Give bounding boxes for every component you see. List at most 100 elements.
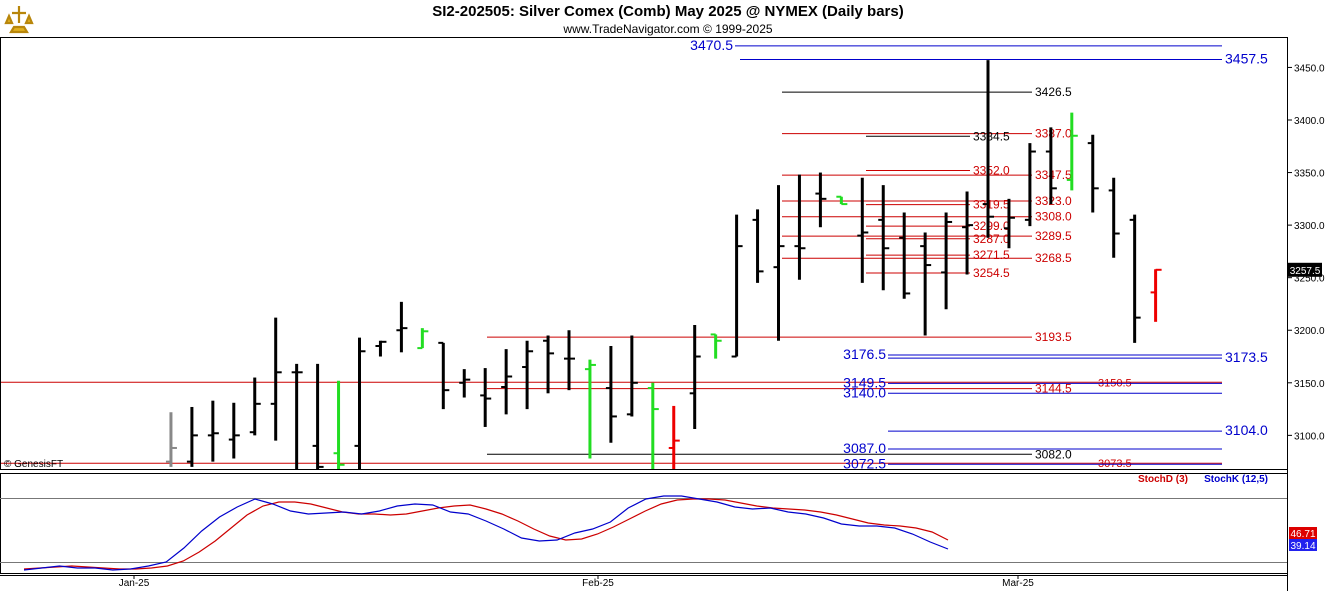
watermark-text: © GenesisFT xyxy=(4,459,63,470)
level-label: 3268.5 xyxy=(1035,251,1072,265)
level-label: 3352.0 xyxy=(973,163,1010,177)
stoch-last-values: 46.71 39.14 xyxy=(1289,527,1317,552)
y-tick-label: 3250.0 xyxy=(1294,274,1325,285)
x-tick-label: Mar-25 xyxy=(1002,578,1034,589)
chart-title: SI2-202505: Silver Comex (Comb) May 2025… xyxy=(432,3,904,20)
ohlc-bar xyxy=(962,191,974,275)
ohlc-bar xyxy=(522,340,534,410)
last-price-label: 3257.5 xyxy=(1290,266,1321,277)
ohlc-bar xyxy=(689,324,701,430)
ohlc-bar xyxy=(1003,198,1015,249)
level-label: 3426.5 xyxy=(1035,85,1072,99)
level-label: 3387.0 xyxy=(1035,127,1072,141)
stochastic-lines xyxy=(23,495,949,571)
y-tick-label: 3400.0 xyxy=(1294,116,1325,127)
level-label: 3384.5 xyxy=(973,129,1010,143)
y-tick-label: 3200.0 xyxy=(1294,326,1325,337)
level-label: 3144.5 xyxy=(1035,382,1072,396)
level-label: 3271.5 xyxy=(973,248,1010,262)
ohlc-bar xyxy=(1087,134,1099,213)
ohlc-bar xyxy=(501,349,513,415)
ohlc-bar xyxy=(983,60,994,238)
ohlc-bar xyxy=(794,174,806,280)
level-label: 3308.0 xyxy=(1035,210,1072,224)
level-label: 3470.5 xyxy=(690,37,733,53)
price-axis-labels: 3100.0 3150.0 3200.0 3250.0 3300.0 3350.0 3400… xyxy=(1287,63,1325,442)
level-label: 3287.0 xyxy=(973,232,1010,246)
ohlc-bar xyxy=(605,346,617,443)
ohlc-bar xyxy=(165,412,177,467)
ohlc-bar xyxy=(836,195,848,206)
level-lines: 3470.5 3457.5 3426.5 3387.0 3384.5 3352.0 3347… xyxy=(1,37,1268,471)
level-label: 3073.5 xyxy=(1098,458,1132,470)
ohlc-bar xyxy=(145,470,156,488)
ohlc-bar xyxy=(396,301,408,353)
ohlc-bar xyxy=(291,363,303,469)
ohlc-bar xyxy=(1129,214,1141,343)
level-label: 3299.0 xyxy=(973,219,1010,233)
y-tick-label: 3300.0 xyxy=(1294,221,1325,232)
ohlc-bar xyxy=(878,185,890,291)
stoch-d-last-value: 46.71 xyxy=(1290,529,1315,540)
y-tick-label: 3150.0 xyxy=(1294,379,1325,390)
x-tick-label: Feb-25 xyxy=(582,578,614,589)
ohlc-bar xyxy=(920,232,932,336)
ohlc-bar xyxy=(312,363,324,469)
ohlc-bar xyxy=(249,377,261,436)
price-bars xyxy=(145,60,1162,488)
ohlc-bar xyxy=(417,328,429,350)
ohlc-bar xyxy=(668,405,680,469)
level-label: 3173.5 xyxy=(1225,349,1268,365)
ohlc-bar xyxy=(752,209,764,283)
stoch-k-last-value: 39.14 xyxy=(1290,541,1315,552)
level-label: 3319.5 xyxy=(973,198,1010,212)
ohlc-bar xyxy=(333,380,345,469)
ohlc-bar xyxy=(459,369,471,398)
stoch-d-line xyxy=(23,498,949,570)
level-label: 3087.0 xyxy=(843,440,886,456)
level-label: 3082.0 xyxy=(1035,447,1072,461)
ohlc-bar xyxy=(438,341,450,410)
level-label: 3072.5 xyxy=(843,455,886,471)
level-label: 3149.5 xyxy=(843,374,886,390)
level-label: 3254.5 xyxy=(973,266,1010,280)
ohlc-bar xyxy=(270,317,282,441)
stoch-k-line xyxy=(23,495,949,571)
level-label: 3347.5 xyxy=(1035,168,1072,182)
y-tick-label: 3100.0 xyxy=(1294,431,1325,442)
ohlc-bar xyxy=(1045,127,1057,205)
ohlc-bar xyxy=(626,335,638,417)
ohlc-bar xyxy=(186,406,198,467)
level-label: 3323.0 xyxy=(1035,194,1072,208)
chart-subtitle: www.TradeNavigator.com © 1999-2025 xyxy=(563,22,773,36)
x-tick-label: Jan-25 xyxy=(119,578,150,589)
level-label: 3289.5 xyxy=(1035,229,1072,243)
ohlc-bar xyxy=(207,400,219,462)
y-tick-label: 3450.0 xyxy=(1294,63,1325,74)
ohlc-bar xyxy=(1066,112,1078,191)
ohlc-bar xyxy=(480,368,492,427)
last-price-marker: 3257.5 xyxy=(1288,262,1322,277)
ohlc-bar xyxy=(1108,177,1120,258)
ohlc-bar xyxy=(731,214,743,358)
ohlc-bar xyxy=(584,359,596,459)
legend-stoch-d: StochD (3) xyxy=(1138,474,1188,485)
level-label: 3140.0 xyxy=(843,384,886,400)
ohlc-bar xyxy=(228,402,240,459)
ohlc-bar xyxy=(815,172,827,228)
ohlc-bar xyxy=(564,330,575,391)
ohlc-bar xyxy=(899,212,911,299)
ohlc-bar xyxy=(543,335,555,394)
price-panel-frame xyxy=(0,37,1288,470)
ohlc-bar xyxy=(354,337,366,469)
ohlc-bar xyxy=(375,340,387,357)
ohlc-bar xyxy=(647,382,659,469)
trade-navigator-logo-icon xyxy=(4,6,34,34)
ohlc-bar xyxy=(1024,143,1036,227)
ohlc-bar xyxy=(710,333,722,359)
level-label: 3104.0 xyxy=(1225,422,1268,438)
ohlc-bar xyxy=(773,185,785,341)
legend-stoch-k: StochK (12,5) xyxy=(1204,474,1268,485)
level-label: 3457.5 xyxy=(1225,51,1268,67)
